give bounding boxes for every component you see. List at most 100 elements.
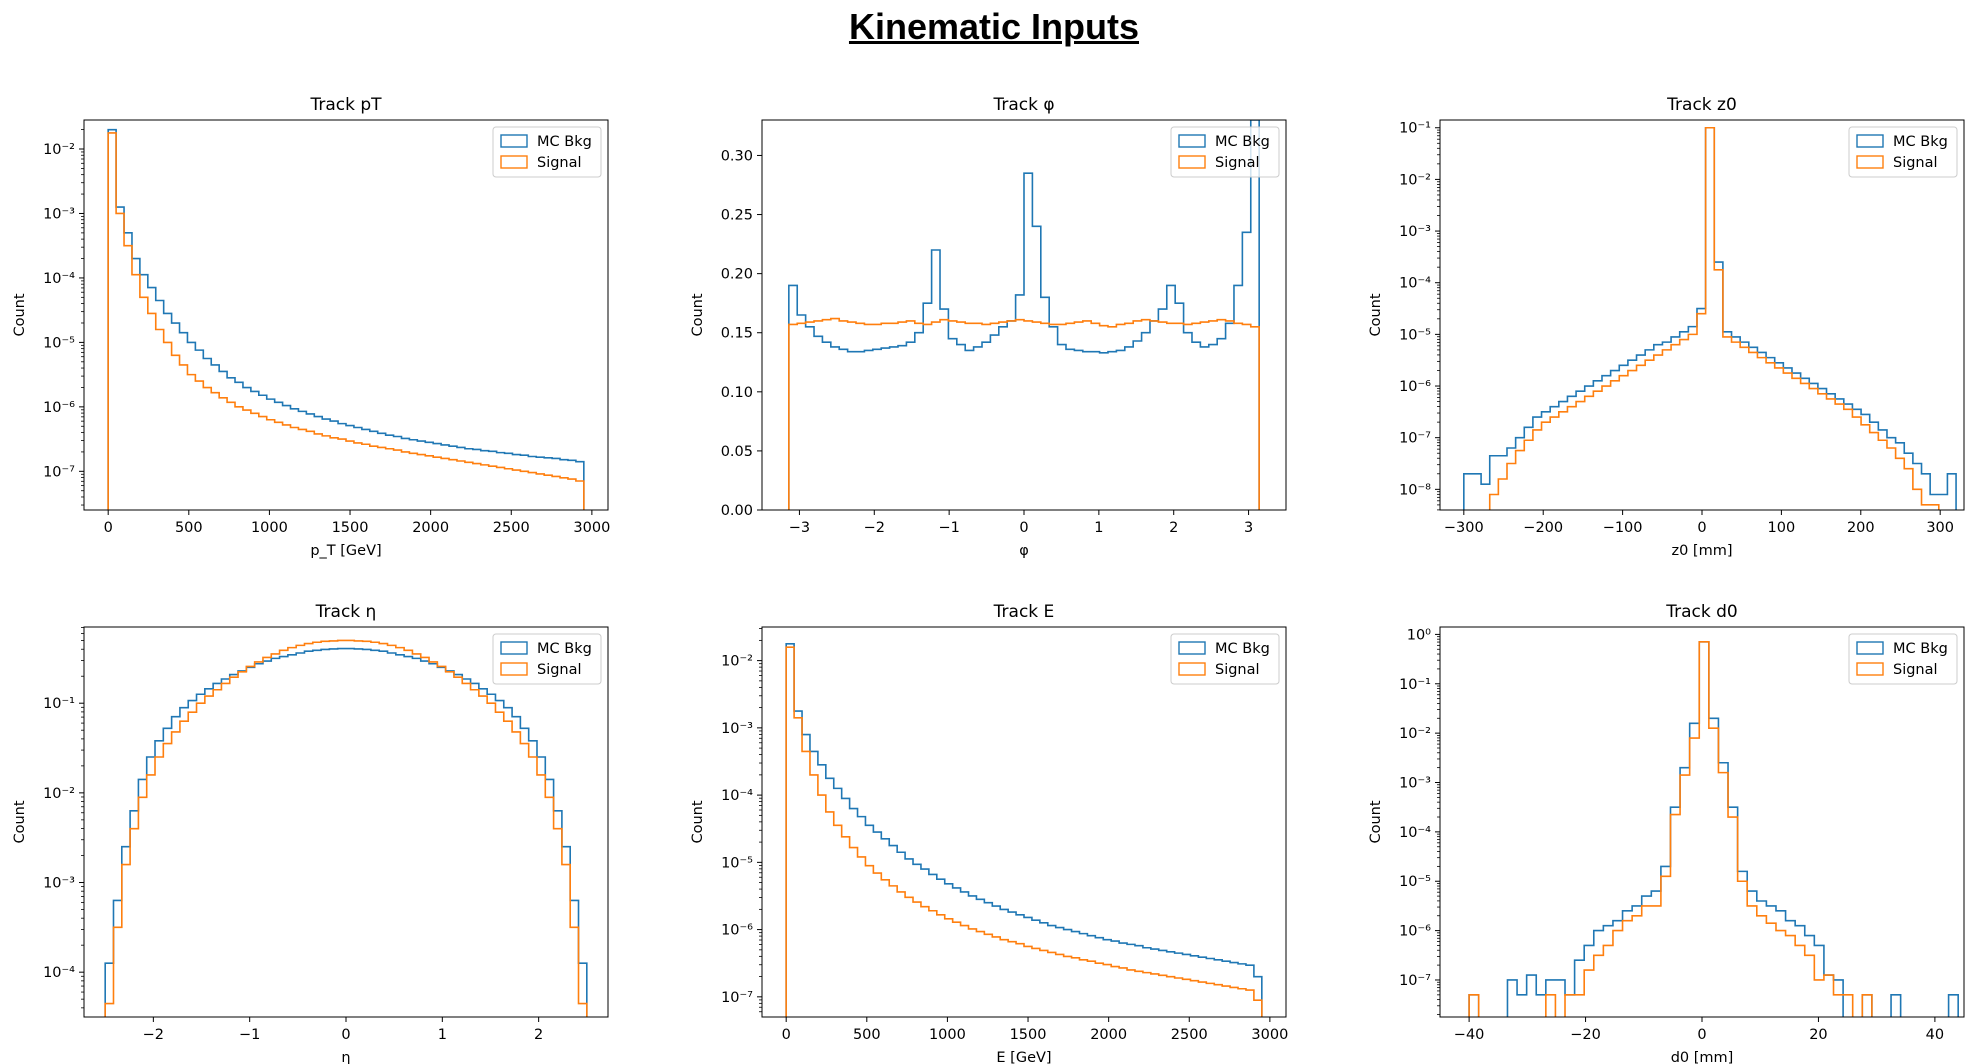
axes-frame — [83, 626, 609, 1018]
x-tick-label: 0 — [1697, 1027, 1706, 1043]
x-tick-label: 1 — [438, 1027, 447, 1043]
legend-entry: Signal — [1215, 155, 1260, 171]
y-tick-label: 10⁻⁷ — [1399, 431, 1431, 447]
x-tick-label: 40 — [1926, 1027, 1944, 1043]
x-tick-label: 20 — [1809, 1027, 1827, 1043]
x-axis-label: z0 [mm] — [1671, 543, 1732, 559]
y-axis-label: Count — [1368, 293, 1384, 336]
y-tick-label: 10⁻⁵ — [43, 335, 75, 351]
y-tick-label: 10⁻⁵ — [1399, 327, 1431, 343]
page-title: Kinematic Inputs — [848, 6, 1140, 47]
legend-entry: Signal — [1893, 155, 1938, 171]
axes-frame — [83, 119, 609, 511]
y-tick-label: 10⁻⁵ — [721, 855, 753, 871]
legend-box — [1848, 126, 1958, 178]
histogram-mc-bkg — [1468, 641, 1959, 1017]
chart-panel-3: Track z0 −300 −200 −100 0 100 200 300 10⁻⁸ 10⁻⁷ 10… — [1368, 95, 1965, 559]
x-tick-label: 1500 — [332, 520, 369, 536]
x-tick-label: 0 — [341, 1027, 350, 1043]
legend: MC Bkg Signal — [1848, 126, 1958, 178]
y-tick-label: 10⁻⁶ — [43, 400, 75, 416]
legend-entry: Signal — [1893, 662, 1938, 678]
x-tick-label: 0 — [104, 520, 113, 536]
y-tick-label: 10⁻⁴ — [1399, 276, 1431, 292]
x-tick-label: 2 — [534, 1027, 543, 1043]
histogram-mc-bkg — [107, 128, 585, 510]
x-axis-label: η — [341, 1050, 350, 1064]
legend-box — [492, 633, 602, 685]
x-tick-label: 500 — [175, 520, 203, 536]
y-tick-label: 10⁻⁴ — [43, 271, 75, 287]
legend-swatch — [500, 134, 528, 148]
legend-swatch — [1178, 641, 1206, 655]
legend-box — [1848, 633, 1958, 685]
x-tick-label: −20 — [1570, 1027, 1601, 1043]
legend-swatch — [1856, 662, 1884, 676]
x-tick-label: 1000 — [929, 1027, 966, 1043]
x-tick-label: 300 — [1926, 520, 1954, 536]
legend: MC Bkg Signal — [1848, 633, 1958, 685]
y-axis-label: Count — [12, 293, 28, 336]
legend-entry: MC Bkg — [537, 134, 592, 150]
y-tick-label: 10⁻⁶ — [721, 923, 753, 939]
x-tick-label: −200 — [1523, 520, 1563, 536]
legend-entry: Signal — [537, 662, 582, 678]
y-tick-label: 10⁰ — [1407, 627, 1431, 643]
y-tick-label: 10⁻⁷ — [43, 464, 75, 480]
x-tick-label: 2000 — [412, 520, 449, 536]
legend-swatch — [500, 662, 528, 676]
legend-swatch — [1856, 155, 1884, 169]
legend-entry: Signal — [537, 155, 582, 171]
legend-swatch — [1856, 134, 1884, 148]
x-tick-label: 1500 — [1010, 1027, 1047, 1043]
panel-title: Track pT — [309, 95, 382, 115]
legend-swatch — [1178, 662, 1206, 676]
x-tick-label: −300 — [1444, 520, 1484, 536]
legend-box — [1170, 126, 1280, 178]
histogram-signal — [107, 132, 585, 510]
y-tick-label: 10⁻³ — [43, 876, 75, 892]
legend-box — [492, 126, 602, 178]
chart-panel-2: Track φ −3 −2 −1 0 1 2 3 0.00 0.05 0.10 0.15 0.20 0.2… — [690, 95, 1287, 559]
histogram-mc-bkg — [788, 120, 1260, 510]
histogram-signal — [785, 646, 1263, 1017]
y-tick-label: 0.20 — [721, 267, 753, 283]
y-tick-label: 10⁻⁴ — [721, 788, 753, 804]
y-tick-label: 0.00 — [721, 503, 753, 519]
histogram-signal — [788, 317, 1260, 510]
y-tick-label: 10⁻⁴ — [1399, 825, 1431, 841]
x-tick-label: −1 — [938, 520, 959, 536]
x-axis-label: d0 [mm] — [1671, 1050, 1734, 1064]
x-tick-label: 100 — [1768, 520, 1796, 536]
legend-swatch — [500, 641, 528, 655]
chart-panel-4: Track η −2 −1 0 1 2 10⁻⁴ 10⁻³ 10⁻² 10⁻¹ η Count MC B… — [12, 602, 609, 1064]
y-tick-label: 10⁻⁶ — [1399, 379, 1431, 395]
y-tick-label: 10⁻⁶ — [1399, 924, 1431, 940]
y-tick-label: 0.10 — [721, 385, 753, 401]
panel-title: Track η — [315, 602, 377, 622]
y-tick-label: 10⁻⁷ — [721, 990, 753, 1006]
x-tick-label: 1000 — [251, 520, 288, 536]
legend: MC Bkg Signal — [492, 633, 602, 685]
legend-swatch — [500, 155, 528, 169]
y-tick-label: 10⁻³ — [43, 206, 75, 222]
y-tick-label: 10⁻² — [43, 142, 75, 158]
x-tick-label: −1 — [239, 1027, 260, 1043]
x-tick-label: −40 — [1454, 1027, 1485, 1043]
chart-panel-1: Track pT 0 500 1000 1500 2000 2500 3000 10⁻⁷ 10⁻⁶… — [12, 95, 610, 559]
x-tick-label: 0 — [782, 1027, 791, 1043]
y-tick-label: 10⁻² — [1399, 726, 1431, 742]
x-tick-label: 0 — [1019, 520, 1028, 536]
histogram-mc-bkg — [785, 643, 1263, 1017]
x-tick-label: −100 — [1603, 520, 1643, 536]
legend-entry: MC Bkg — [537, 641, 592, 657]
y-tick-label: 0.15 — [721, 326, 753, 342]
y-tick-label: 10⁻⁸ — [1399, 482, 1431, 498]
panel-title: Track φ — [992, 95, 1054, 115]
y-tick-label: 0.25 — [721, 208, 753, 224]
histogram-signal — [104, 639, 588, 1017]
histogram-mc-bkg — [104, 647, 588, 1017]
x-axis-label: φ — [1019, 543, 1029, 559]
x-axis-label: p_T [GeV] — [310, 543, 381, 559]
x-tick-label: 1 — [1094, 520, 1103, 536]
